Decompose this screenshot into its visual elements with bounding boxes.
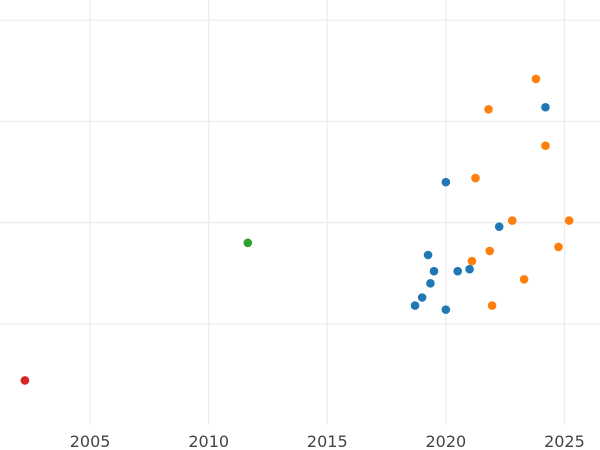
data-point [494, 222, 504, 231]
data-point [507, 216, 517, 225]
x-tick-label: 2015 [307, 432, 348, 450]
vertical-gridlines [89, 0, 566, 425]
data-point [484, 104, 493, 114]
data-points [20, 74, 574, 385]
data-point [487, 301, 497, 310]
data-point [465, 264, 474, 274]
data-point [423, 250, 433, 260]
data-point [531, 74, 541, 84]
data-point [426, 279, 435, 288]
data-point [410, 301, 420, 310]
data-point [417, 293, 427, 302]
x-tick-label: 2005 [70, 432, 111, 450]
data-point [485, 246, 495, 256]
data-point [429, 266, 439, 276]
data-point [467, 256, 477, 266]
data-point [20, 376, 30, 385]
x-tick-label: 2010 [188, 432, 229, 450]
x-axis-tick-labels: 2005 2010 2015 2020 2025 [70, 432, 585, 450]
data-point [441, 305, 451, 314]
x-tick-label: 2020 [425, 432, 466, 450]
data-point [519, 274, 529, 284]
data-point [541, 141, 550, 151]
data-point [471, 173, 480, 183]
data-point [453, 266, 463, 276]
data-point [243, 238, 253, 248]
data-point [564, 216, 574, 225]
x-tick-label: 2025 [544, 432, 585, 450]
data-point [541, 102, 550, 112]
data-point [554, 242, 563, 252]
data-point [441, 177, 451, 187]
